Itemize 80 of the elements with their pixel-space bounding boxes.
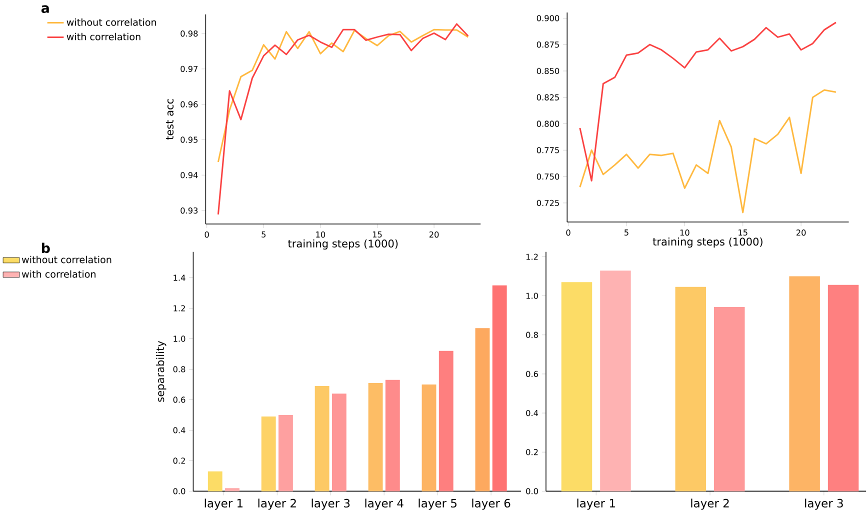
bar: [492, 285, 507, 492]
line-series: [579, 22, 837, 182]
x-tick-label: 0: [204, 231, 209, 238]
y-tick-label: 0.0: [173, 488, 186, 494]
x-tick-label: 0: [566, 230, 570, 236]
x-tick-label: layer 1: [204, 498, 243, 510]
x-tick-label: 10: [680, 230, 690, 236]
y-tick-label: 0.0: [526, 488, 538, 494]
x-tick-label: 20: [796, 230, 806, 236]
bar: [368, 382, 383, 492]
legend-label: with correlation: [22, 270, 96, 278]
bar: [828, 284, 859, 492]
y-tick-label: 0.725: [536, 200, 559, 206]
bar: [422, 384, 436, 492]
y-tick-label: 1.4: [174, 274, 186, 281]
x-tick-label: layer 5: [418, 498, 456, 510]
y-tick-label: 0.93: [180, 207, 198, 214]
line-series: [217, 28, 469, 163]
bar: [278, 414, 293, 492]
y-tick-label: 0.95: [180, 136, 198, 143]
y-tick-label: 0.875: [536, 42, 559, 48]
x-tick-label: layer 2: [691, 498, 729, 510]
y-tick-label: 0.800: [536, 120, 560, 127]
y-tick-label: 1.2: [526, 254, 538, 260]
text: a: [41, 5, 49, 14]
y-tick-label: 0.750: [536, 173, 560, 180]
bar: [332, 394, 346, 492]
y-tick-label: 0.97: [180, 66, 198, 72]
y-tick-label: 0.4: [173, 427, 186, 434]
y-tick-label: 0.98: [180, 30, 198, 37]
y-tick-label: 0.825: [536, 94, 559, 100]
y-tick-label: 0.96: [180, 101, 198, 108]
legend-label: without correlation: [22, 256, 112, 264]
y-tick-label: 0.94: [180, 172, 198, 178]
bar: [438, 350, 454, 492]
text: b: [42, 242, 50, 254]
line-series: [217, 23, 469, 216]
x-tick-label: layer 6: [472, 498, 510, 510]
x-tick-label: layer 3: [805, 498, 843, 510]
x-tick-label: layer 4: [365, 498, 404, 510]
bar: [314, 386, 330, 492]
y-tick-label: 0.2: [173, 458, 185, 464]
bar: [789, 276, 820, 492]
x-tick-label: 5: [624, 230, 628, 236]
bar: [385, 380, 400, 492]
y-tick-label: 1.0: [174, 336, 186, 342]
bar: [675, 286, 706, 492]
bar: [600, 270, 631, 492]
bar: [208, 471, 222, 492]
y-tick-label: 0.4: [526, 410, 538, 416]
y-tick-label: 0.6: [526, 370, 538, 378]
y-tick-label: 1.0: [526, 292, 538, 299]
bar: [561, 282, 592, 492]
line-series: [579, 89, 837, 214]
x-tick-label: layer 3: [312, 498, 350, 510]
y-tick-label: 0.8: [526, 332, 538, 338]
bar: [714, 306, 745, 492]
x-axis-title: training steps (1000): [652, 237, 762, 248]
y-tick-label: 0.2: [526, 449, 538, 456]
y-tick-label: 0.850: [536, 68, 560, 74]
y-tick-label: 0.900: [536, 15, 560, 22]
bar: [261, 416, 276, 492]
bar: [225, 488, 240, 492]
x-tick-label: layer 1: [577, 498, 615, 510]
x-tick-label: 15: [372, 231, 382, 238]
x-axis-title: training steps (1000): [288, 239, 398, 250]
y-axis-title: separability: [156, 340, 166, 402]
x-tick-label: 20: [429, 231, 439, 238]
x-tick-label: layer 2: [258, 498, 296, 510]
y-axis-title: test acc: [166, 99, 174, 140]
legend-label: with correlation: [66, 32, 140, 40]
y-tick-label: 0.775: [536, 147, 559, 154]
y-tick-label: 1.2: [174, 305, 185, 312]
bar: [475, 328, 490, 492]
x-tick-label: 15: [738, 230, 748, 236]
x-tick-label: 10: [316, 231, 326, 238]
legend-label: without correlation: [66, 18, 156, 26]
y-tick-label: 0.6: [173, 396, 186, 403]
x-tick-label: 5: [262, 231, 266, 238]
y-tick-label: 0.8: [173, 366, 186, 372]
